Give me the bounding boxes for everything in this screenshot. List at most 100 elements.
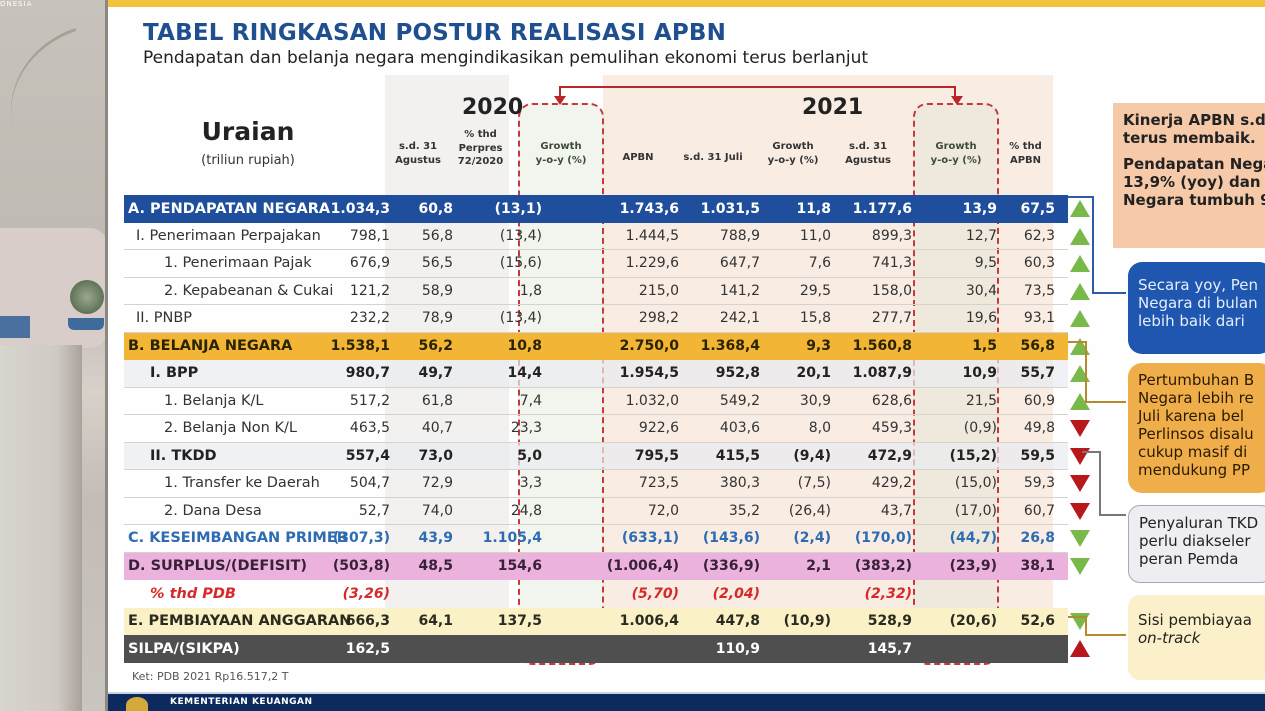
cell-value: 1.031,5 — [700, 200, 760, 217]
callout-text: Negara di bulan — [1138, 294, 1258, 312]
footer-ministry-name: KEMENTERIAN KEUANGAN — [170, 697, 313, 707]
cell-value: 1.006,4 — [619, 613, 679, 630]
cell-value: 60,8 — [418, 200, 453, 217]
cell-value: 952,8 — [715, 365, 760, 382]
table-row: 2. Dana Desa 52,7 74,0 24,8 72,0 35,2 (26,4) 43… — [124, 498, 1068, 525]
cell-value: 741,3 — [871, 255, 912, 272]
callout-text: terus membaik. — [1123, 129, 1256, 147]
arrow-down-icon — [554, 96, 566, 105]
cell-value: 1.954,5 — [619, 365, 679, 382]
callout-text: perlu diakseler — [1139, 532, 1251, 550]
row-label: C. KESEIMBANGAN PRIMER — [128, 530, 348, 547]
header-unit: (triliun rupiah) — [201, 153, 295, 168]
cell-value: 980,7 — [345, 365, 390, 382]
row-label: II. PNBP — [136, 310, 193, 327]
callout-pertumbuhan-belanja: Pertumbuhan B Negara lebih re Juli karen… — [1128, 363, 1265, 493]
cell-value: 528,9 — [867, 613, 912, 630]
row-label: 2. Kepabeanan & Cukai — [164, 282, 334, 299]
cell-value: 666,3 — [345, 613, 390, 630]
cell-value: 795,5 — [634, 447, 679, 464]
callout-kinerja-apbn: Kinerja APBN s.d terus membaik. Pendapata… — [1113, 103, 1265, 248]
cell-value: 788,9 — [719, 227, 760, 244]
cell-value: 52,7 — [358, 502, 390, 519]
cell-value: 162,5 — [345, 640, 390, 657]
plant-decoration — [70, 280, 104, 314]
cell-value: 52,6 — [1020, 613, 1055, 630]
callout-pembiayaan: Sisi pembiayaa on-track — [1128, 595, 1265, 680]
callout-text: 13,9% (yoy) dan B — [1123, 173, 1265, 191]
header-col-2021-pct-apbn: % thd APBN — [1009, 141, 1042, 166]
trend-down-red-icon — [1070, 420, 1090, 437]
cell-value: 277,7 — [871, 310, 912, 327]
table-row: 2. Kepabeanan & Cukai 121,2 58,9 1,8 215,0 14… — [124, 278, 1068, 305]
trend-up-green-icon — [1070, 282, 1090, 300]
cell-value: (170,0) — [854, 530, 912, 547]
cell-value: 647,7 — [719, 255, 760, 272]
cell-value: 56,5 — [421, 255, 453, 272]
cell-value: (2,4) — [793, 530, 831, 547]
callout-pendapatan-yoy: Secara yoy, Pen Negara di bulan lebih ba… — [1128, 262, 1265, 354]
cell-value: 1.444,5 — [625, 227, 679, 244]
cell-value: 232,2 — [349, 310, 390, 327]
cell-value: 60,7 — [1023, 502, 1055, 519]
cell-value: (17,0) — [954, 502, 997, 519]
cell-value: 62,3 — [1023, 227, 1055, 244]
cell-value: 137,5 — [497, 613, 542, 630]
pot-decoration — [68, 318, 104, 330]
cell-value: 43,7 — [880, 502, 912, 519]
header-col-2021-growth-juli: Growth y-o-y (%) — [767, 141, 819, 166]
cell-value: (20,6) — [949, 613, 997, 630]
table-row: II. PNBP 232,2 78,9 (13,4) 298,2 242,1 15,8 277… — [124, 305, 1068, 333]
row-label: 1. Transfer ke Daerah — [164, 475, 320, 492]
cell-value: 922,6 — [638, 420, 679, 437]
cell-value: 61,8 — [421, 392, 453, 409]
table-body: A. PENDAPATAN NEGARA 1.034,3 60,8 (13,1) 1.7… — [124, 195, 1068, 663]
cell-value: (143,6) — [702, 530, 760, 547]
cell-value: 8,0 — [808, 420, 831, 437]
background-photo: ONESIA — [0, 0, 108, 711]
cell-value: 403,6 — [719, 420, 760, 437]
header-col-2020-pct-perpres: % thd Perpres 72/2020 — [457, 129, 504, 167]
cell-value: 30,4 — [965, 282, 997, 299]
cell-value: 11,8 — [796, 200, 831, 217]
header-col-2020-sd-agustus: s.d. 31 Agustus — [395, 141, 441, 166]
cell-value: 145,7 — [867, 640, 912, 657]
table-row: B. BELANJA NEGARA 1.538,1 56,2 10,8 2.750,0 1… — [124, 332, 1068, 360]
cell-value: 472,9 — [867, 447, 912, 464]
cell-value: 1.032,0 — [625, 392, 679, 409]
cell-value: 7,6 — [808, 255, 831, 272]
callout-text: Perlinsos disalu — [1138, 425, 1254, 443]
presentation-slide: TABEL RINGKASAN POSTUR REALISASI APBN Pe… — [105, 0, 1265, 711]
cell-value: 10,8 — [507, 338, 542, 355]
pot-decoration-2 — [0, 316, 30, 338]
cell-value: 12,7 — [965, 227, 997, 244]
callout-text: mendukung PP — [1138, 461, 1250, 479]
cell-value: 72,0 — [647, 502, 679, 519]
cell-value: 35,2 — [728, 502, 760, 519]
cell-value: 676,9 — [349, 255, 390, 272]
cell-value: 215,0 — [638, 282, 679, 299]
cell-value: 73,5 — [1023, 282, 1055, 299]
cell-value: (336,9) — [702, 558, 760, 575]
header-uraian: Uraian — [201, 117, 295, 146]
cell-value: 298,2 — [638, 310, 679, 327]
cell-value: 415,5 — [715, 447, 760, 464]
cell-value: 13,9 — [962, 200, 997, 217]
cell-value: (26,4) — [788, 502, 831, 519]
cell-value: (0,9) — [963, 420, 997, 437]
row-label: 1. Belanja K/L — [164, 392, 264, 409]
cell-value: 1.034,3 — [330, 200, 390, 217]
cell-value: (633,1) — [621, 530, 679, 547]
cell-value: 30,9 — [799, 392, 831, 409]
cell-value: 557,4 — [345, 447, 390, 464]
row-label: 2. Dana Desa — [164, 502, 262, 519]
header-col-2020-growth: Growth y-o-y (%) — [535, 141, 587, 166]
callout-text: Negara lebih re — [1138, 389, 1254, 407]
row-label: E. PEMBIAYAAN ANGGARAN — [128, 613, 352, 630]
cell-value: 1.105,4 — [482, 530, 542, 547]
cell-value: (7,5) — [797, 475, 831, 492]
cell-value: 1.538,1 — [330, 338, 390, 355]
cell-value: (15,6) — [499, 255, 542, 272]
row-label: 1. Penerimaan Pajak — [164, 255, 312, 272]
cell-value: 459,3 — [871, 420, 912, 437]
